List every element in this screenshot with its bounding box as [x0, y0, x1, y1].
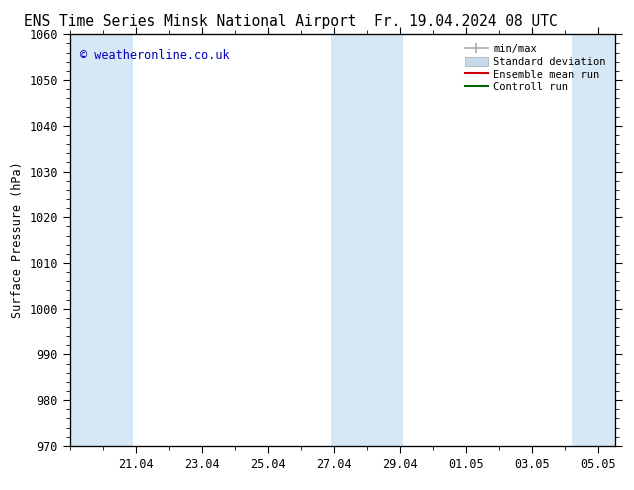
Bar: [331, 34, 403, 446]
Bar: [572, 34, 615, 446]
Bar: [70, 34, 133, 446]
Y-axis label: Surface Pressure (hPa): Surface Pressure (hPa): [11, 162, 24, 318]
Text: Fr. 19.04.2024 08 UTC: Fr. 19.04.2024 08 UTC: [374, 14, 558, 29]
Text: ENS Time Series Minsk National Airport: ENS Time Series Minsk National Airport: [24, 14, 356, 29]
Text: © weatheronline.co.uk: © weatheronline.co.uk: [79, 49, 229, 62]
Legend: min/max, Standard deviation, Ensemble mean run, Controll run: min/max, Standard deviation, Ensemble me…: [461, 40, 610, 97]
